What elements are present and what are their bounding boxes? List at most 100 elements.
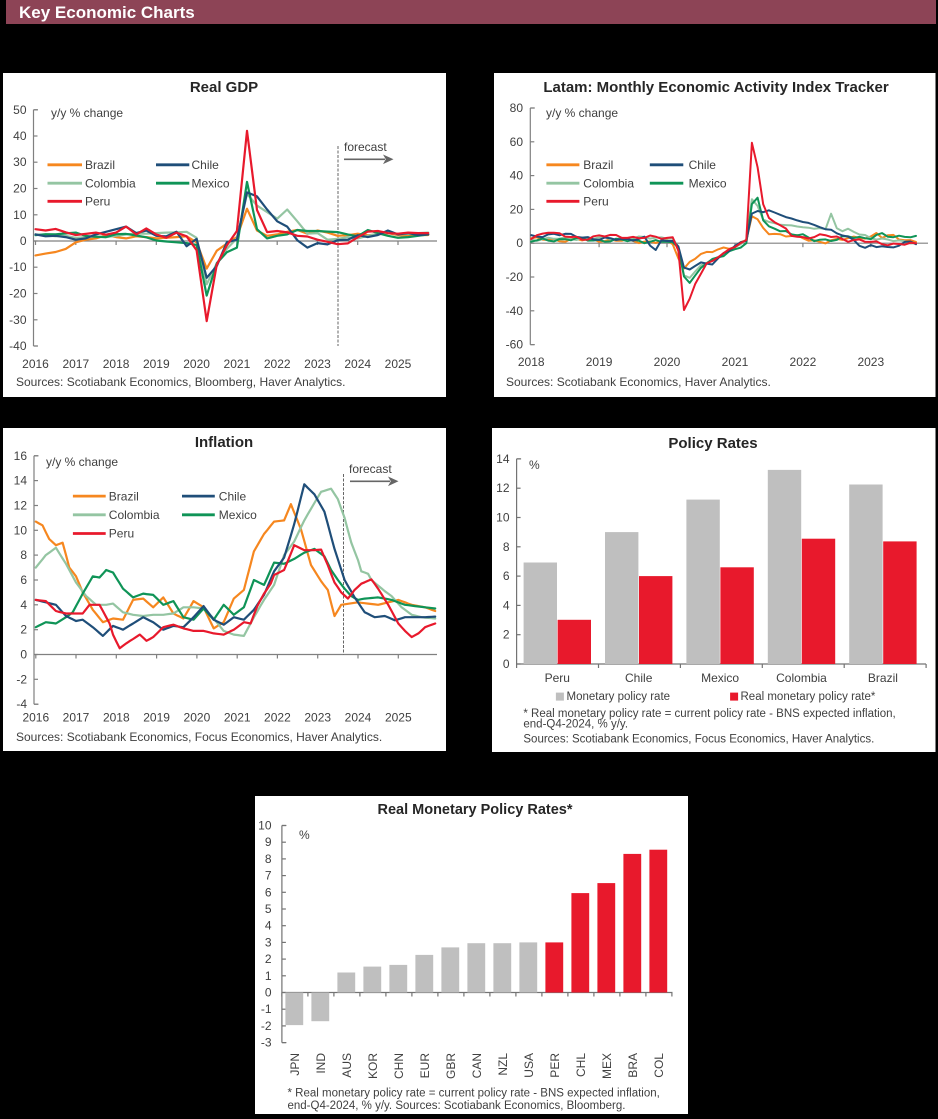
svg-text:12: 12 [14,499,28,513]
svg-text:9: 9 [265,835,272,849]
svg-text:2020: 2020 [184,711,211,725]
svg-text:Mexico: Mexico [192,176,230,190]
svg-text:30: 30 [13,155,27,169]
svg-text:Peru: Peru [545,671,570,685]
svg-text:40: 40 [13,129,27,143]
svg-text:Monetary policy rate: Monetary policy rate [567,691,671,703]
svg-text:2016: 2016 [22,357,49,371]
svg-text:8: 8 [20,548,27,562]
svg-text:14: 14 [496,452,510,466]
svg-text:Chile: Chile [192,158,220,172]
svg-text:-4: -4 [16,697,27,711]
svg-text:2023: 2023 [857,355,884,369]
svg-text:y/y % change: y/y % change [546,106,618,120]
svg-text:Real Monetary Policy Rates*: Real Monetary Policy Rates* [377,802,572,818]
svg-text:80: 80 [510,101,524,115]
svg-text:KOR: KOR [366,1053,380,1079]
svg-text:-2: -2 [261,1019,272,1033]
svg-text:4: 4 [265,919,272,933]
svg-text:USA: USA [522,1053,536,1078]
svg-text:2022: 2022 [264,711,291,725]
svg-text:MEX: MEX [600,1053,614,1079]
svg-text:Peru: Peru [109,527,134,541]
svg-text:-3: -3 [261,1036,272,1050]
svg-text:forecast: forecast [349,462,392,476]
svg-text:6: 6 [20,573,27,587]
svg-text:2020: 2020 [654,355,681,369]
svg-text:2019: 2019 [143,711,170,725]
svg-text:6: 6 [503,569,510,583]
svg-text:Mexico: Mexico [219,508,257,522]
svg-text:%: % [529,458,540,472]
svg-text:0: 0 [265,986,272,1000]
svg-text:Sources: Scotiabank Economics,: Sources: Scotiabank Economics, Focus Eco… [16,730,382,744]
svg-text:Real monetary policy rate*: Real monetary policy rate* [741,691,876,703]
svg-text:-40: -40 [9,339,27,353]
svg-text:20: 20 [510,202,524,216]
svg-text:20: 20 [13,182,27,196]
svg-text:2: 2 [265,952,272,966]
svg-text:2020: 2020 [183,357,210,371]
svg-text:GBR: GBR [444,1053,458,1079]
svg-text:Colombia: Colombia [583,176,634,190]
svg-text:2024: 2024 [344,357,371,371]
svg-text:Key Economic Charts: Key Economic Charts [19,3,195,22]
svg-text:forecast: forecast [344,140,387,154]
svg-text:2024: 2024 [345,711,372,725]
svg-text:COL: COL [652,1053,666,1078]
svg-text:2023: 2023 [304,357,331,371]
svg-text:Sources: Scotiabank Economics,: Sources: Scotiabank Economics, Bloomberg… [16,375,345,389]
svg-text:Colombia: Colombia [85,176,136,190]
svg-text:10: 10 [258,819,272,833]
svg-text:Brazil: Brazil [85,158,115,172]
svg-text:-30: -30 [9,313,27,327]
svg-text:NZL: NZL [496,1053,510,1076]
svg-text:2017: 2017 [62,357,89,371]
svg-text:IND: IND [314,1053,328,1074]
svg-text:Chile: Chile [689,158,717,172]
svg-text:1: 1 [265,969,272,983]
svg-text:Chile: Chile [625,671,653,685]
svg-text:2023: 2023 [304,711,331,725]
svg-text:BRA: BRA [626,1053,640,1078]
svg-text:2019: 2019 [586,355,613,369]
svg-text:-2: -2 [16,672,27,686]
svg-text:2016: 2016 [22,711,49,725]
svg-text:10: 10 [13,208,27,222]
svg-text:-10: -10 [9,260,27,274]
svg-text:Sources: Scotiabank Economics,: Sources: Scotiabank Economics, Haver Ana… [506,375,771,389]
svg-text:Sources: Scotiabank Economics,: Sources: Scotiabank Economics, Focus Eco… [523,734,874,746]
svg-text:2021: 2021 [722,355,749,369]
svg-text:2018: 2018 [103,711,130,725]
svg-text:2: 2 [503,628,510,642]
svg-text:12: 12 [496,481,510,495]
svg-text:4: 4 [503,598,510,612]
svg-text:-60: -60 [506,338,524,352]
svg-text:10: 10 [14,523,28,537]
svg-text:0: 0 [20,648,27,662]
svg-text:60: 60 [510,135,524,149]
svg-text:40: 40 [510,169,524,183]
svg-text:2: 2 [20,623,27,637]
svg-text:50: 50 [13,103,27,117]
svg-text:EUR: EUR [418,1053,432,1079]
svg-text:14: 14 [14,474,28,488]
svg-text:Peru: Peru [85,195,110,209]
svg-text:2022: 2022 [790,355,817,369]
svg-text:Chile: Chile [219,489,247,503]
svg-text:Peru: Peru [583,195,608,209]
svg-text:8: 8 [265,852,272,866]
svg-text:0: 0 [20,234,27,248]
svg-text:* Real monetary policy rate =: * Real monetary policy rate = current po… [523,708,895,720]
svg-text:-1: -1 [261,1002,272,1016]
svg-text:2021: 2021 [224,357,251,371]
svg-text:Mexico: Mexico [689,176,727,190]
svg-text:Real GDP: Real GDP [190,79,258,96]
svg-text:2025: 2025 [385,357,412,371]
svg-text:2019: 2019 [143,357,170,371]
svg-text:y/y % change: y/y % change [51,106,123,120]
svg-text:Colombia: Colombia [776,671,827,685]
svg-text:6: 6 [265,885,272,899]
svg-text:4: 4 [20,598,27,612]
svg-text:Mexico: Mexico [701,671,739,685]
